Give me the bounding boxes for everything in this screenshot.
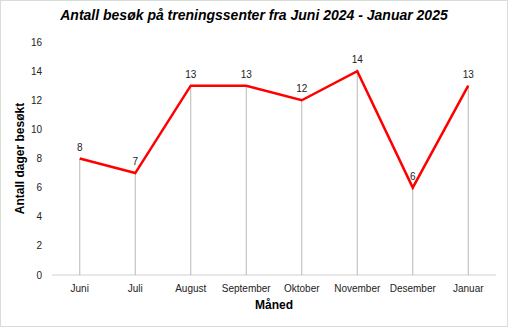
data-label: 12	[296, 83, 308, 94]
title: Antall besøk på treningssenter fra Juni …	[59, 7, 448, 23]
drop-line	[190, 86, 191, 275]
x-tick-label: August	[175, 283, 206, 294]
y-tick	[49, 187, 52, 188]
y-tick	[49, 158, 52, 159]
drop-line	[79, 159, 80, 276]
x-tick-label: Desember	[390, 283, 437, 294]
background	[1, 1, 508, 327]
y-tick-label: 0	[36, 270, 42, 281]
x-axis	[52, 275, 496, 276]
data-label: 7	[132, 156, 138, 167]
x-tick-label: Juli	[128, 283, 143, 294]
y-tick-label: 2	[36, 240, 42, 251]
x-axis-label: Måned	[255, 298, 293, 312]
data-label: 14	[352, 54, 364, 65]
y-tick	[49, 42, 52, 43]
x-tick-label: September	[222, 283, 272, 294]
y-tick	[49, 216, 52, 217]
data-label: 8	[77, 142, 83, 153]
data-label: 13	[185, 69, 197, 80]
y-tick	[49, 245, 52, 246]
chart-svg: Antall besøk på treningssenter fra Juni …	[0, 0, 508, 327]
y-tick-label: 4	[36, 211, 42, 222]
y-tick-label: 12	[31, 95, 43, 106]
y-tick-label: 8	[36, 153, 42, 164]
line-series	[80, 71, 469, 188]
chart-root: Antall besøk på treningssenter fra Juni …	[0, 0, 508, 327]
drop-line	[246, 86, 247, 275]
x-tick-label: Januar	[453, 283, 484, 294]
y-axis-label: Antall dager besøkt	[13, 103, 27, 214]
data-label: 6	[410, 171, 416, 182]
drop-line	[135, 173, 136, 275]
y-tick-label: 10	[31, 124, 43, 135]
y-tick-label: 16	[31, 37, 43, 48]
y-tick	[49, 129, 52, 130]
x-tick-label: Juni	[71, 283, 89, 294]
drop-line	[468, 86, 469, 275]
y-tick	[49, 275, 52, 276]
x-tick-label: Oktober	[284, 283, 320, 294]
drop-line	[357, 71, 358, 275]
y-tick-label: 6	[36, 182, 42, 193]
drop-line	[301, 100, 302, 275]
x-tick-label: November	[334, 283, 381, 294]
drop-line	[412, 188, 413, 275]
data-label: 13	[241, 69, 253, 80]
y-tick-label: 14	[31, 66, 43, 77]
y-tick	[49, 100, 52, 101]
y-tick	[49, 71, 52, 72]
data-label: 13	[463, 69, 475, 80]
plot-marks	[80, 71, 469, 275]
